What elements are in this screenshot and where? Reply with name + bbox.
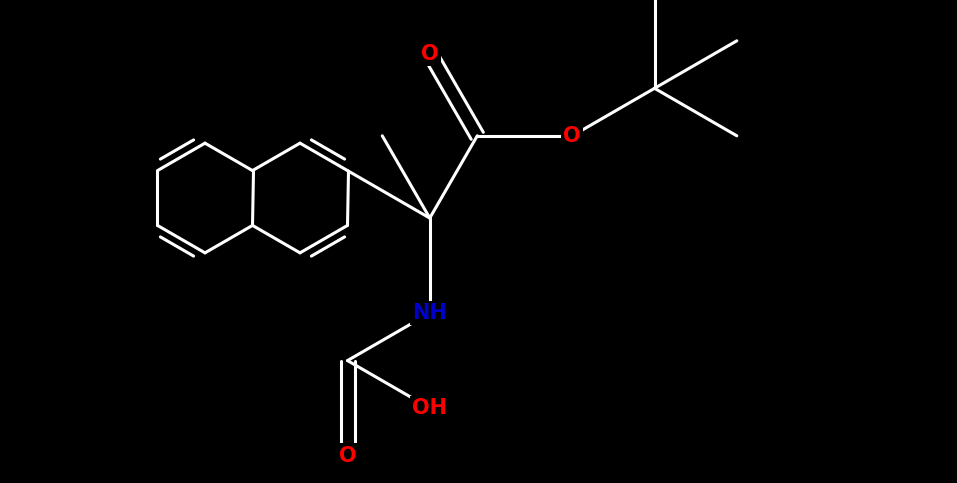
Text: OH: OH [412, 398, 447, 418]
Text: NH: NH [412, 303, 447, 323]
Text: O: O [564, 126, 581, 146]
Text: O: O [339, 446, 356, 466]
Text: O: O [421, 43, 438, 64]
